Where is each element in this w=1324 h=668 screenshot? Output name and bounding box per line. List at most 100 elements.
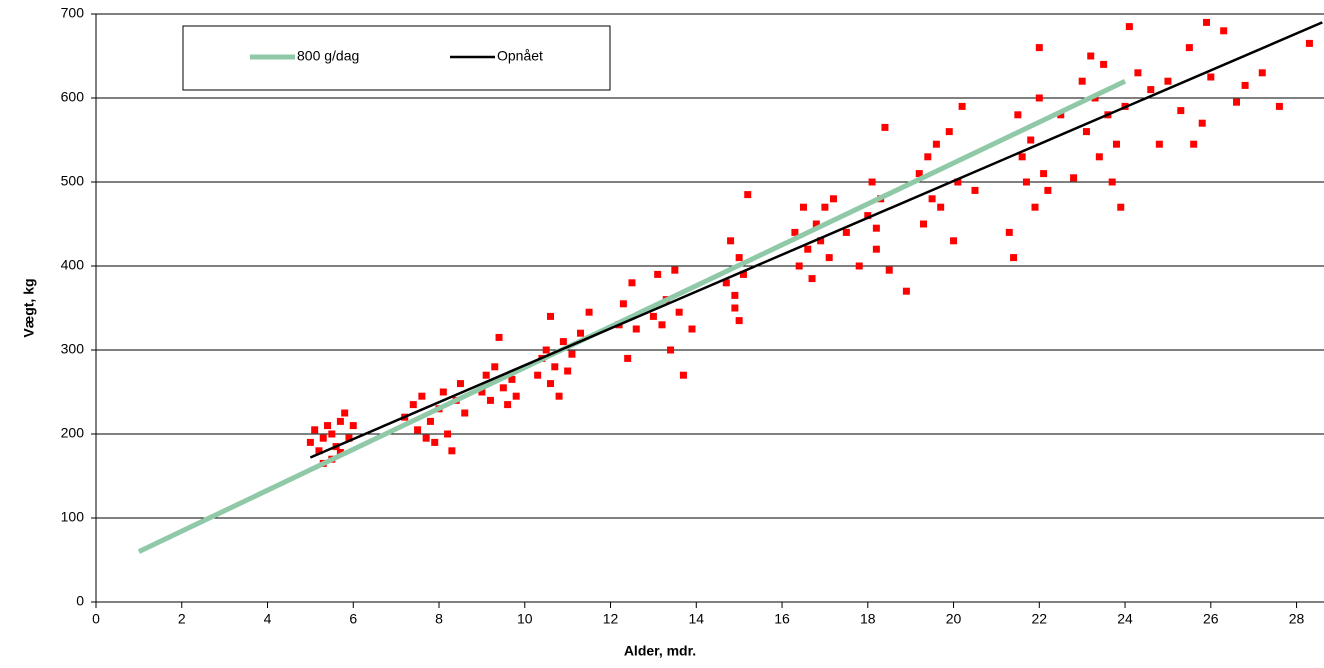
legend-box — [182, 25, 611, 91]
scatter-point — [439, 388, 447, 396]
scatter-point — [504, 401, 512, 409]
scatter-point — [868, 178, 876, 186]
scatter-point — [1031, 203, 1039, 211]
scatter-point — [431, 438, 439, 446]
x-axis-title: Alder, mdr. — [624, 643, 696, 659]
scatter-point — [577, 329, 585, 337]
scatter-point — [920, 220, 928, 228]
scatter-point — [821, 203, 829, 211]
scatter-point — [658, 321, 666, 329]
scatter-point — [1134, 69, 1142, 77]
scatter-point — [1035, 94, 1043, 102]
scatter-point — [1014, 111, 1022, 119]
scatter-point — [739, 270, 747, 278]
scatter-point — [1078, 77, 1086, 85]
scatter-point — [842, 228, 850, 236]
scatter-point — [731, 304, 739, 312]
scatter-point — [585, 308, 593, 316]
scatter-point — [632, 325, 640, 333]
scatter-point — [546, 312, 554, 320]
scatter-point — [654, 270, 662, 278]
scatter-point — [422, 434, 430, 442]
scatter-point — [482, 371, 490, 379]
scatter-point — [932, 140, 940, 148]
scatter-point — [1095, 153, 1103, 161]
scatter-point — [1198, 119, 1206, 127]
scatter-point — [461, 409, 469, 417]
scatter-point — [426, 417, 434, 425]
scatter-point — [1035, 44, 1043, 52]
scatter-point — [1057, 111, 1065, 119]
scatter-point — [534, 371, 542, 379]
scatter-point — [1275, 102, 1283, 110]
scatter-point — [799, 203, 807, 211]
scatter-point — [1112, 140, 1120, 148]
scatter-point — [315, 447, 323, 455]
scatter-point — [795, 262, 803, 270]
scatter-point — [735, 254, 743, 262]
scatter-point — [491, 363, 499, 371]
y-tick-label: 100 — [61, 509, 85, 525]
scatter-point — [478, 388, 486, 396]
y-tick-label: 700 — [61, 5, 85, 21]
line — [309, 21, 1323, 459]
scatter-point — [628, 279, 636, 287]
x-tick-label: 0 — [92, 611, 100, 627]
scatter-point — [324, 422, 332, 430]
y-tick-label: 400 — [61, 257, 85, 273]
scatter-point — [559, 338, 567, 346]
scatter-point — [1125, 23, 1133, 31]
legend-label: 800 g/dag — [297, 48, 359, 64]
scatter-point — [1190, 140, 1198, 148]
scatter-point — [311, 426, 319, 434]
y-axis-title: Vægt, kg — [21, 278, 37, 337]
scatter-point — [649, 312, 657, 320]
scatter-point — [349, 422, 357, 430]
scatter-point — [1018, 153, 1026, 161]
scatter-point — [444, 430, 452, 438]
scatter-point — [902, 287, 910, 295]
scatter-point — [735, 317, 743, 325]
x-tick-label: 16 — [774, 611, 790, 627]
scatter-point — [812, 220, 820, 228]
scatter-point — [804, 245, 812, 253]
scatter-point — [808, 275, 816, 283]
scatter-point — [328, 430, 336, 438]
scatter-point — [1164, 77, 1172, 85]
scatter-point — [1022, 178, 1030, 186]
scatter-point — [1220, 27, 1228, 35]
scatter-point — [971, 186, 979, 194]
scatter-point — [872, 245, 880, 253]
scatter-point — [679, 371, 687, 379]
x-tick-label: 8 — [435, 611, 443, 627]
x-tick-label: 18 — [860, 611, 876, 627]
x-tick-label: 6 — [349, 611, 357, 627]
scatter-point — [1087, 52, 1095, 60]
scatter-point — [829, 195, 837, 203]
scatter-point — [1233, 98, 1241, 106]
scatter-point — [1207, 73, 1215, 81]
scatter-point — [885, 266, 893, 274]
scatter-point — [555, 392, 563, 400]
scatter-point — [675, 308, 683, 316]
y-tick-label: 500 — [61, 173, 85, 189]
x-tick-label: 10 — [517, 611, 533, 627]
scatter-point — [954, 178, 962, 186]
scatter-point — [512, 392, 520, 400]
scatter-point — [1177, 107, 1185, 115]
scatter-point — [319, 434, 327, 442]
scatter-point — [508, 375, 516, 383]
scatter-point — [418, 392, 426, 400]
scatter-point — [1147, 86, 1155, 94]
scatter-point — [1185, 44, 1193, 52]
x-tick-label: 22 — [1032, 611, 1048, 627]
scatter-point — [671, 266, 679, 274]
scatter-point — [1100, 60, 1108, 68]
scatter-point — [1305, 39, 1313, 47]
scatter-point — [1010, 254, 1018, 262]
y-tick-label: 600 — [61, 89, 85, 105]
scatter-point — [345, 434, 353, 442]
scatter-point — [624, 354, 632, 362]
x-tick-label: 26 — [1203, 611, 1219, 627]
scatter-point — [341, 409, 349, 417]
